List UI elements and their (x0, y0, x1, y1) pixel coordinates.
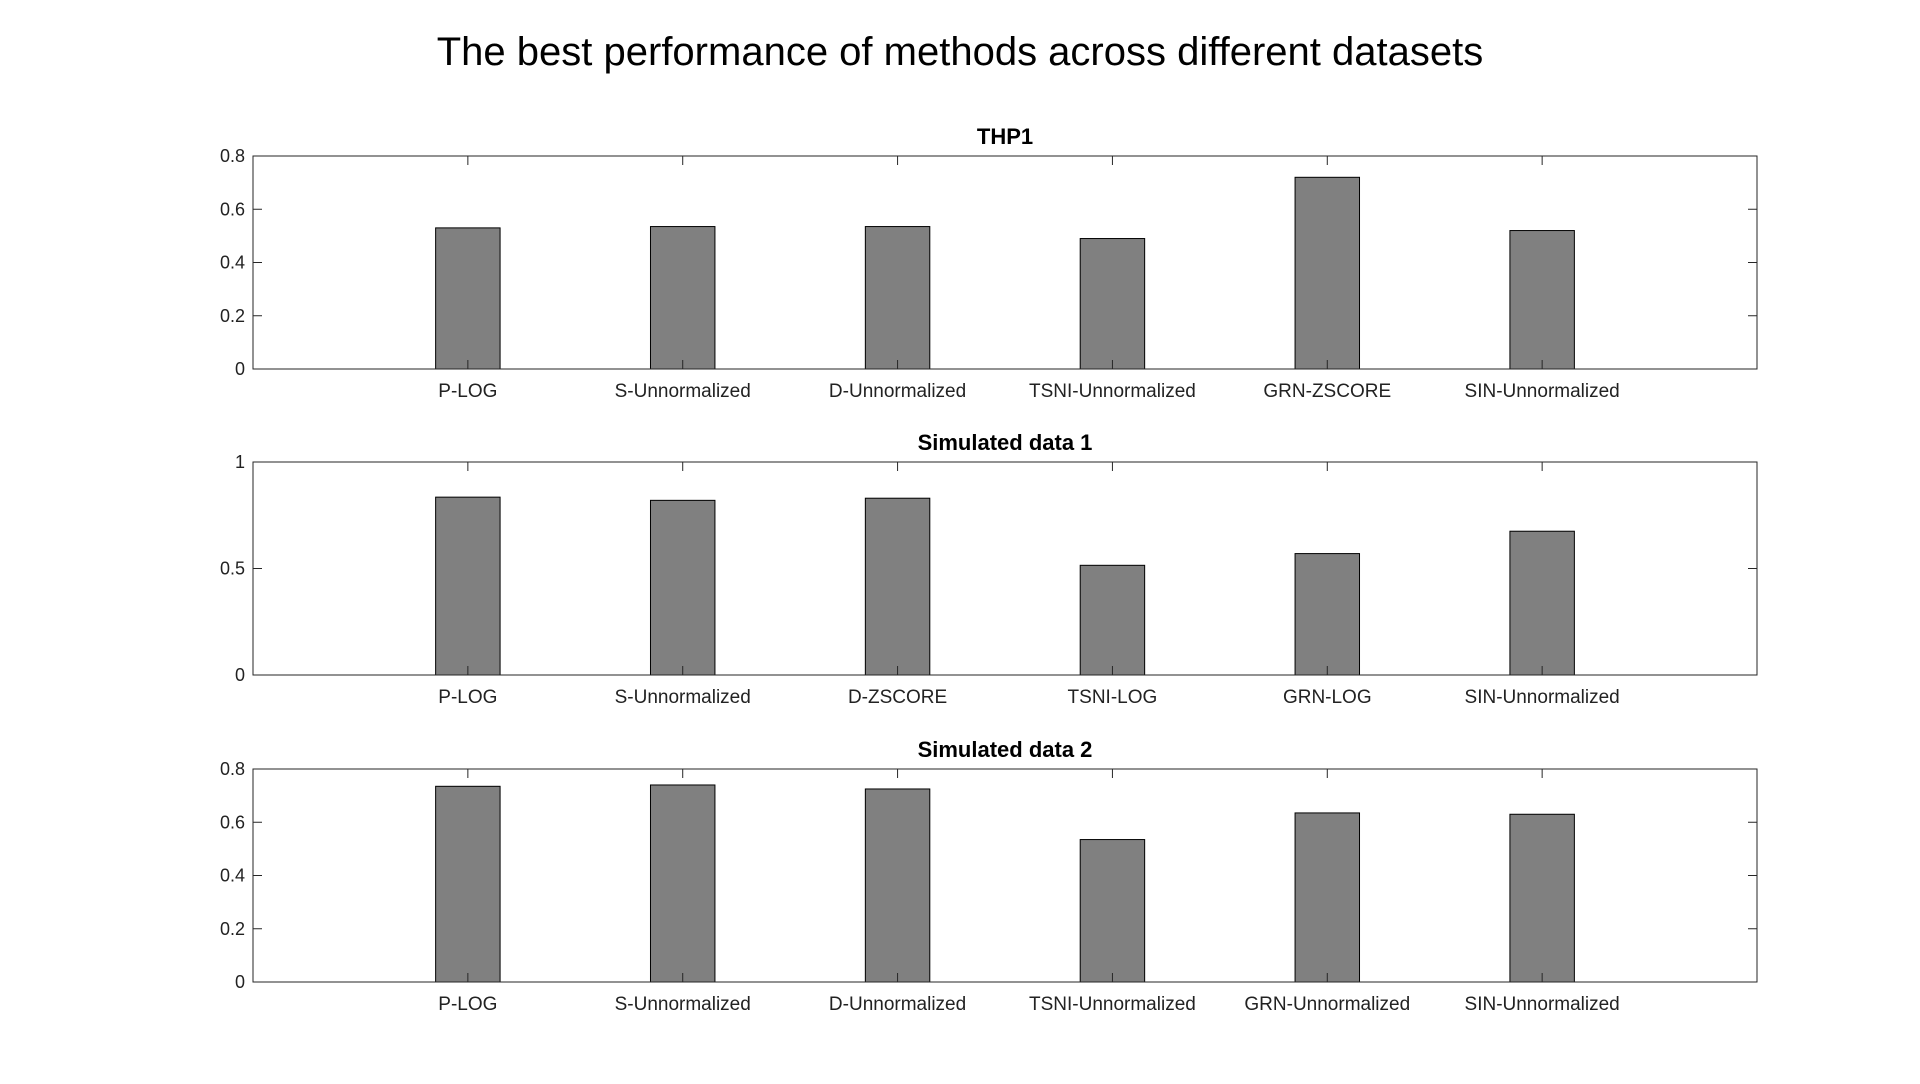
bar (1294, 812, 1361, 983)
x-tick-label: S-Unnormalized (615, 687, 751, 708)
x-tick-label: GRN-ZSCORE (1263, 381, 1391, 402)
subplot-title: Simulated data 1 (918, 430, 1093, 455)
x-tick-label: S-Unnormalized (615, 994, 751, 1015)
bar (1509, 230, 1575, 370)
bar (435, 227, 501, 370)
x-tick-label: D-Unnormalized (829, 994, 966, 1015)
x-tick-label: TSNI-LOG (1068, 687, 1158, 708)
bar (649, 784, 716, 983)
bar (1079, 238, 1146, 370)
x-tick-label: SIN-Unnormalized (1465, 994, 1620, 1015)
bar (1294, 176, 1361, 370)
y-tick-label: 0.6 (220, 199, 245, 219)
x-tick-label: D-ZSCORE (848, 687, 947, 708)
subplot-simulated-data-1: Simulated data 1 0 0.5 1 P-LOG S-Unnormalized… (220, 430, 1758, 708)
y-tick-label: 0.5 (220, 559, 245, 579)
bar (864, 226, 931, 370)
y-tick-label: 0.8 (220, 146, 245, 166)
bar (1294, 553, 1361, 676)
bar (864, 788, 931, 983)
y-tick-label: 0 (235, 359, 245, 379)
x-tick-label: TSNI-Unnormalized (1029, 381, 1196, 402)
x-tick-label: GRN-LOG (1283, 687, 1372, 708)
y-tick-label: 0 (235, 665, 245, 685)
y-tick-label: 1 (235, 452, 245, 472)
y-tick-label: 0.8 (220, 759, 245, 779)
bar (649, 499, 716, 676)
x-tick-label: D-Unnormalized (829, 381, 966, 402)
y-tick-label: 0.2 (220, 919, 245, 939)
subplot-title: THP1 (977, 124, 1033, 149)
x-tick-label: P-LOG (438, 381, 497, 402)
x-tick-label: P-LOG (438, 994, 497, 1015)
x-tick-label: GRN-Unnormalized (1244, 994, 1410, 1015)
x-tick-label: SIN-Unnormalized (1465, 381, 1620, 402)
y-tick-label: 0.2 (220, 306, 245, 326)
x-tick-label: P-LOG (438, 687, 497, 708)
y-tick-label: 0.6 (220, 812, 245, 832)
figure-title: The best performance of methods across d… (436, 30, 1484, 74)
subplot-simulated-data-2: Simulated data 2 0 0.2 0.4 0.6 0.8 P-LOG S-Unno… (220, 737, 1758, 1015)
bar (1509, 813, 1575, 983)
subplot-thp1: THP1 0 0.2 0.4 0.6 0.8 P-LOG S-Unnormalized D-Un… (220, 124, 1758, 402)
bar (1079, 564, 1146, 676)
y-tick-label: 0 (235, 972, 245, 992)
y-tick-label: 0.4 (220, 866, 245, 886)
bar (649, 226, 716, 370)
y-tick-label: 0.4 (220, 253, 245, 273)
bar (864, 497, 931, 676)
bar (435, 496, 501, 676)
x-tick-label: S-Unnormalized (615, 381, 751, 402)
x-tick-label: SIN-Unnormalized (1465, 687, 1620, 708)
x-tick-label: TSNI-Unnormalized (1029, 994, 1196, 1015)
bar (1079, 839, 1146, 983)
bar (435, 785, 501, 983)
subplot-title: Simulated data 2 (918, 737, 1093, 762)
bar (1509, 530, 1575, 676)
